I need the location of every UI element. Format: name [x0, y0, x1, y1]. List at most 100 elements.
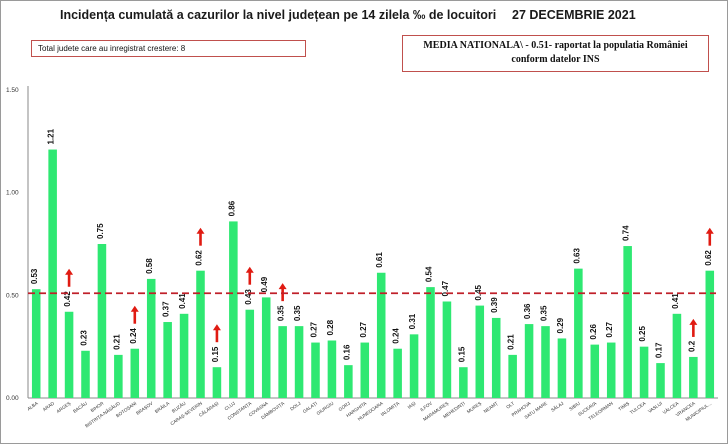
- category-label: SIBIU: [568, 401, 581, 412]
- category-label: BACĂU: [72, 400, 88, 414]
- bar-value-label: 0.28: [326, 319, 335, 335]
- bar: [294, 326, 304, 398]
- bar-value-label: 0.35: [540, 305, 549, 321]
- bar-value-label: 0.36: [523, 303, 532, 319]
- category-label: MUREȘ: [466, 401, 482, 415]
- bar: [196, 270, 205, 398]
- bar: [557, 338, 567, 398]
- bar: [623, 246, 632, 398]
- category-label: ARGEȘ: [56, 401, 72, 414]
- bar: [541, 326, 550, 398]
- bar: [639, 346, 649, 398]
- bar: [245, 309, 255, 398]
- bar: [278, 326, 287, 398]
- category-label: ALBA: [26, 400, 39, 411]
- bar: [261, 297, 271, 398]
- bar: [344, 365, 353, 398]
- bar-value-label: 0.37: [162, 301, 171, 317]
- bar-value-label: 0.35: [277, 305, 286, 321]
- bar-value-label: 0.47: [441, 280, 450, 296]
- bar: [64, 311, 74, 398]
- bar: [130, 348, 140, 398]
- bar: [146, 278, 156, 398]
- bar: [524, 324, 534, 398]
- category-label: GIURGIU: [316, 401, 335, 416]
- y-tick-label: 1.00: [6, 190, 19, 197]
- bar-value-label: 0.41: [671, 293, 680, 309]
- increase-count-box: Total judete care au inregistrat crester…: [31, 40, 306, 57]
- bar: [179, 313, 189, 398]
- bar-value-label: 0.27: [310, 321, 319, 337]
- bar: [459, 367, 468, 398]
- bar-value-label: 0.61: [375, 252, 384, 268]
- bar: [229, 221, 238, 398]
- bar-value-label: 0.74: [622, 225, 631, 241]
- bar-value-label: 0.75: [96, 223, 105, 239]
- increase-arrow-head-icon: [130, 305, 139, 312]
- bar: [409, 334, 419, 398]
- y-tick-label: 1.50: [6, 87, 19, 94]
- bar-value-label: 0.43: [244, 289, 253, 305]
- bar-value-label: 0.21: [507, 334, 516, 350]
- y-tick-label: 0.50: [6, 292, 19, 299]
- increase-arrow-head-icon: [196, 227, 205, 234]
- bar: [606, 342, 616, 398]
- increase-arrow-head-icon: [212, 324, 221, 331]
- national-average-box: MEDIA NATIONALA\ - 0.51- raportat la pop…: [402, 35, 709, 72]
- bar: [31, 289, 41, 398]
- bar: [656, 363, 665, 398]
- bar-value-label: 0.63: [572, 248, 581, 264]
- bar: [48, 149, 57, 398]
- category-label: ARAD: [42, 400, 56, 412]
- bar-value-label: 0.53: [30, 268, 39, 284]
- bar: [212, 367, 222, 398]
- bar: [475, 305, 485, 398]
- bar: [81, 350, 90, 398]
- bar-value-label: 0.62: [704, 250, 713, 266]
- bar-value-label: 0.86: [227, 200, 236, 216]
- bar-value-label: 0.24: [392, 328, 401, 344]
- category-label: VASLUI: [647, 401, 663, 414]
- bar: [376, 272, 386, 398]
- category-label: BRAȘOV: [135, 400, 154, 416]
- category-label: IAȘI: [407, 401, 417, 410]
- category-label: SĂLAJ: [550, 400, 565, 413]
- bar-value-label: 0.15: [457, 346, 466, 362]
- category-label: OLT: [505, 401, 515, 410]
- bar: [114, 354, 123, 398]
- bar-value-label: 0.25: [638, 326, 647, 342]
- bar-value-label: 0.35: [293, 305, 302, 321]
- chart-title: Incidența cumulată a cazurilor la nivel …: [60, 8, 497, 22]
- bar-value-label: 1.21: [47, 128, 56, 144]
- category-label: NEAMȚ: [483, 401, 499, 414]
- category-label: CLUJ: [224, 401, 236, 412]
- bar: [360, 342, 370, 398]
- category-label: BRĂILA: [153, 399, 171, 414]
- bar-value-label: 0.41: [178, 293, 187, 309]
- bar: [311, 342, 320, 398]
- category-label: GORJ: [338, 401, 351, 412]
- bar-value-label: 0.42: [63, 291, 72, 307]
- category-label: DOLJ: [289, 401, 301, 412]
- national-average-line2: conform datelor INS: [511, 54, 600, 65]
- bar-value-label: 0.23: [80, 330, 89, 346]
- bar: [508, 354, 517, 398]
- bar-value-label: 0.45: [474, 284, 483, 300]
- bar: [327, 340, 337, 398]
- y-tick-label: 0.00: [6, 395, 19, 402]
- bar-value-label: 0.24: [129, 328, 138, 344]
- bar-value-label: 0.21: [112, 334, 121, 350]
- category-label: TIMIȘ: [617, 401, 630, 412]
- bar-value-label: 0.2: [687, 340, 696, 352]
- bar-value-label: 0.49: [260, 276, 269, 292]
- bar: [97, 244, 107, 398]
- bar-value-label: 0.31: [408, 313, 417, 329]
- bar: [705, 270, 715, 398]
- bar: [163, 322, 172, 398]
- bar: [672, 313, 682, 398]
- bar: [442, 301, 452, 398]
- category-label: IALOMIȚA: [380, 400, 401, 417]
- chart-date: 27 DECEMBRIE 2021: [512, 8, 636, 22]
- bar: [574, 268, 583, 398]
- increase-arrow-head-icon: [65, 268, 74, 275]
